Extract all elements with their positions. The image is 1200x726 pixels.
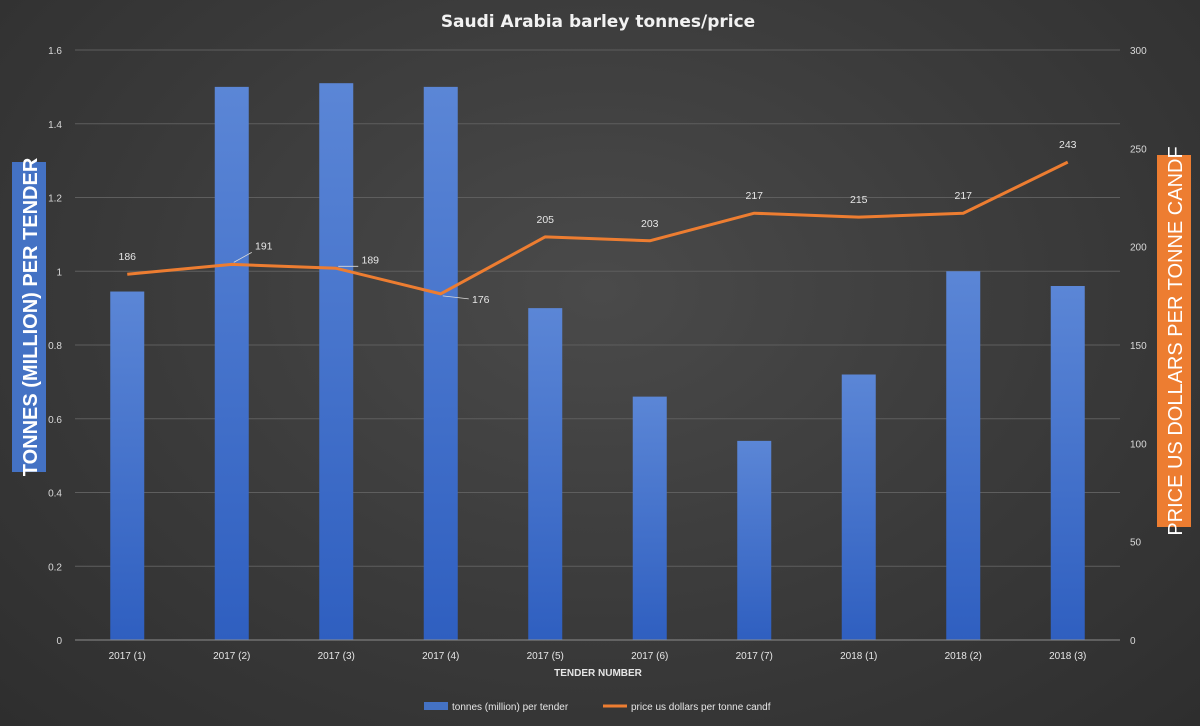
data-label: 205: [536, 214, 554, 226]
data-label-leader: [442, 295, 469, 300]
data-label: 203: [641, 218, 659, 230]
x-tick-label: 2017 (1): [109, 651, 146, 662]
x-tick-label: 2017 (7): [736, 651, 773, 662]
y-tick-label: 1.4: [48, 120, 62, 131]
x-tick-label: 2017 (4): [422, 651, 459, 662]
y-tick-label: 0.8: [48, 341, 62, 352]
y2-tick-label: 200: [1130, 243, 1147, 254]
bar: [737, 440, 772, 640]
y-tick-label: 0.2: [48, 562, 62, 573]
y-axis-right-ticks: 0 50 100 150 200 250 300: [1130, 46, 1147, 647]
y2-tick-label: 100: [1130, 439, 1147, 450]
y-axis-right-label: PRICE US DOLLARS PER TONNE CANDF: [1157, 146, 1191, 536]
y-tick-label: 0: [56, 636, 62, 647]
x-axis-ticks: 2017 (1) 2017 (2) 2017 (3) 2017 (4) 2017 (5)…: [109, 651, 1087, 662]
x-tick-label: 2018 (3): [1049, 651, 1086, 662]
y2-tick-label: 0: [1130, 636, 1136, 647]
x-axis-label: TENDER NUMBER: [554, 668, 643, 679]
y-tick-label: 1.2: [48, 194, 62, 205]
bar: [528, 308, 563, 640]
y-axis-left-label: TONNES (MILLION) PER TENDER: [12, 157, 46, 476]
bar: [110, 291, 145, 640]
bar: [632, 396, 667, 640]
y-axis-right-label-text: PRICE US DOLLARS PER TONNE CANDF: [1165, 146, 1187, 535]
y2-tick-label: 150: [1130, 341, 1147, 352]
y-tick-label: 1.6: [48, 46, 62, 57]
legend: tonnes (million) per tender price us dol…: [424, 702, 771, 713]
y-axis-left-label-text: TONNES (MILLION) PER TENDER: [20, 157, 42, 476]
x-tick-label: 2017 (5): [527, 651, 564, 662]
bar: [946, 271, 981, 640]
bar: [423, 86, 458, 640]
y2-tick-label: 50: [1130, 538, 1142, 549]
data-label: 186: [118, 251, 136, 263]
data-label-leader: [233, 252, 252, 263]
y2-tick-label: 300: [1130, 46, 1147, 57]
price-line: [127, 160, 1069, 296]
y-axis-right-label-bg: [1157, 155, 1191, 527]
x-tick-label: 2018 (1): [840, 651, 877, 662]
bar: [214, 86, 249, 640]
bar: [841, 374, 876, 640]
data-label: 217: [954, 190, 972, 202]
legend-bar-swatch: [424, 702, 448, 710]
bar-series: [110, 83, 1085, 640]
data-label: 191: [255, 240, 273, 252]
legend-bar-label: tonnes (million) per tender: [452, 702, 569, 713]
y-axis-left-ticks: 0 0.2 0.4 0.6 0.8 1 1.2 1.4 1.6: [48, 46, 62, 647]
data-label: 215: [850, 194, 868, 206]
data-label: 176: [472, 294, 490, 306]
y2-tick-label: 250: [1130, 144, 1147, 155]
data-label: 217: [745, 190, 763, 202]
y-tick-label: 0.4: [48, 489, 62, 500]
x-tick-label: 2018 (2): [945, 651, 982, 662]
bar: [319, 83, 354, 640]
legend-line-label: price us dollars per tonne candf: [631, 702, 771, 713]
line-series: 186 191 189 176 205 203 217 215 217 243: [118, 139, 1076, 306]
y-tick-label: 0.6: [48, 415, 62, 426]
data-label: 189: [361, 254, 379, 266]
data-label: 243: [1059, 139, 1077, 151]
y-tick-label: 1: [56, 267, 62, 278]
x-tick-label: 2017 (6): [631, 651, 668, 662]
x-tick-label: 2017 (2): [213, 651, 250, 662]
chart-title: Saudi Arabia barley tonnes/price: [441, 12, 755, 32]
x-tick-label: 2017 (3): [318, 651, 355, 662]
gridlines: [75, 49, 1120, 567]
bar: [1050, 286, 1085, 640]
y-axis-left-label-bg: [12, 162, 46, 472]
